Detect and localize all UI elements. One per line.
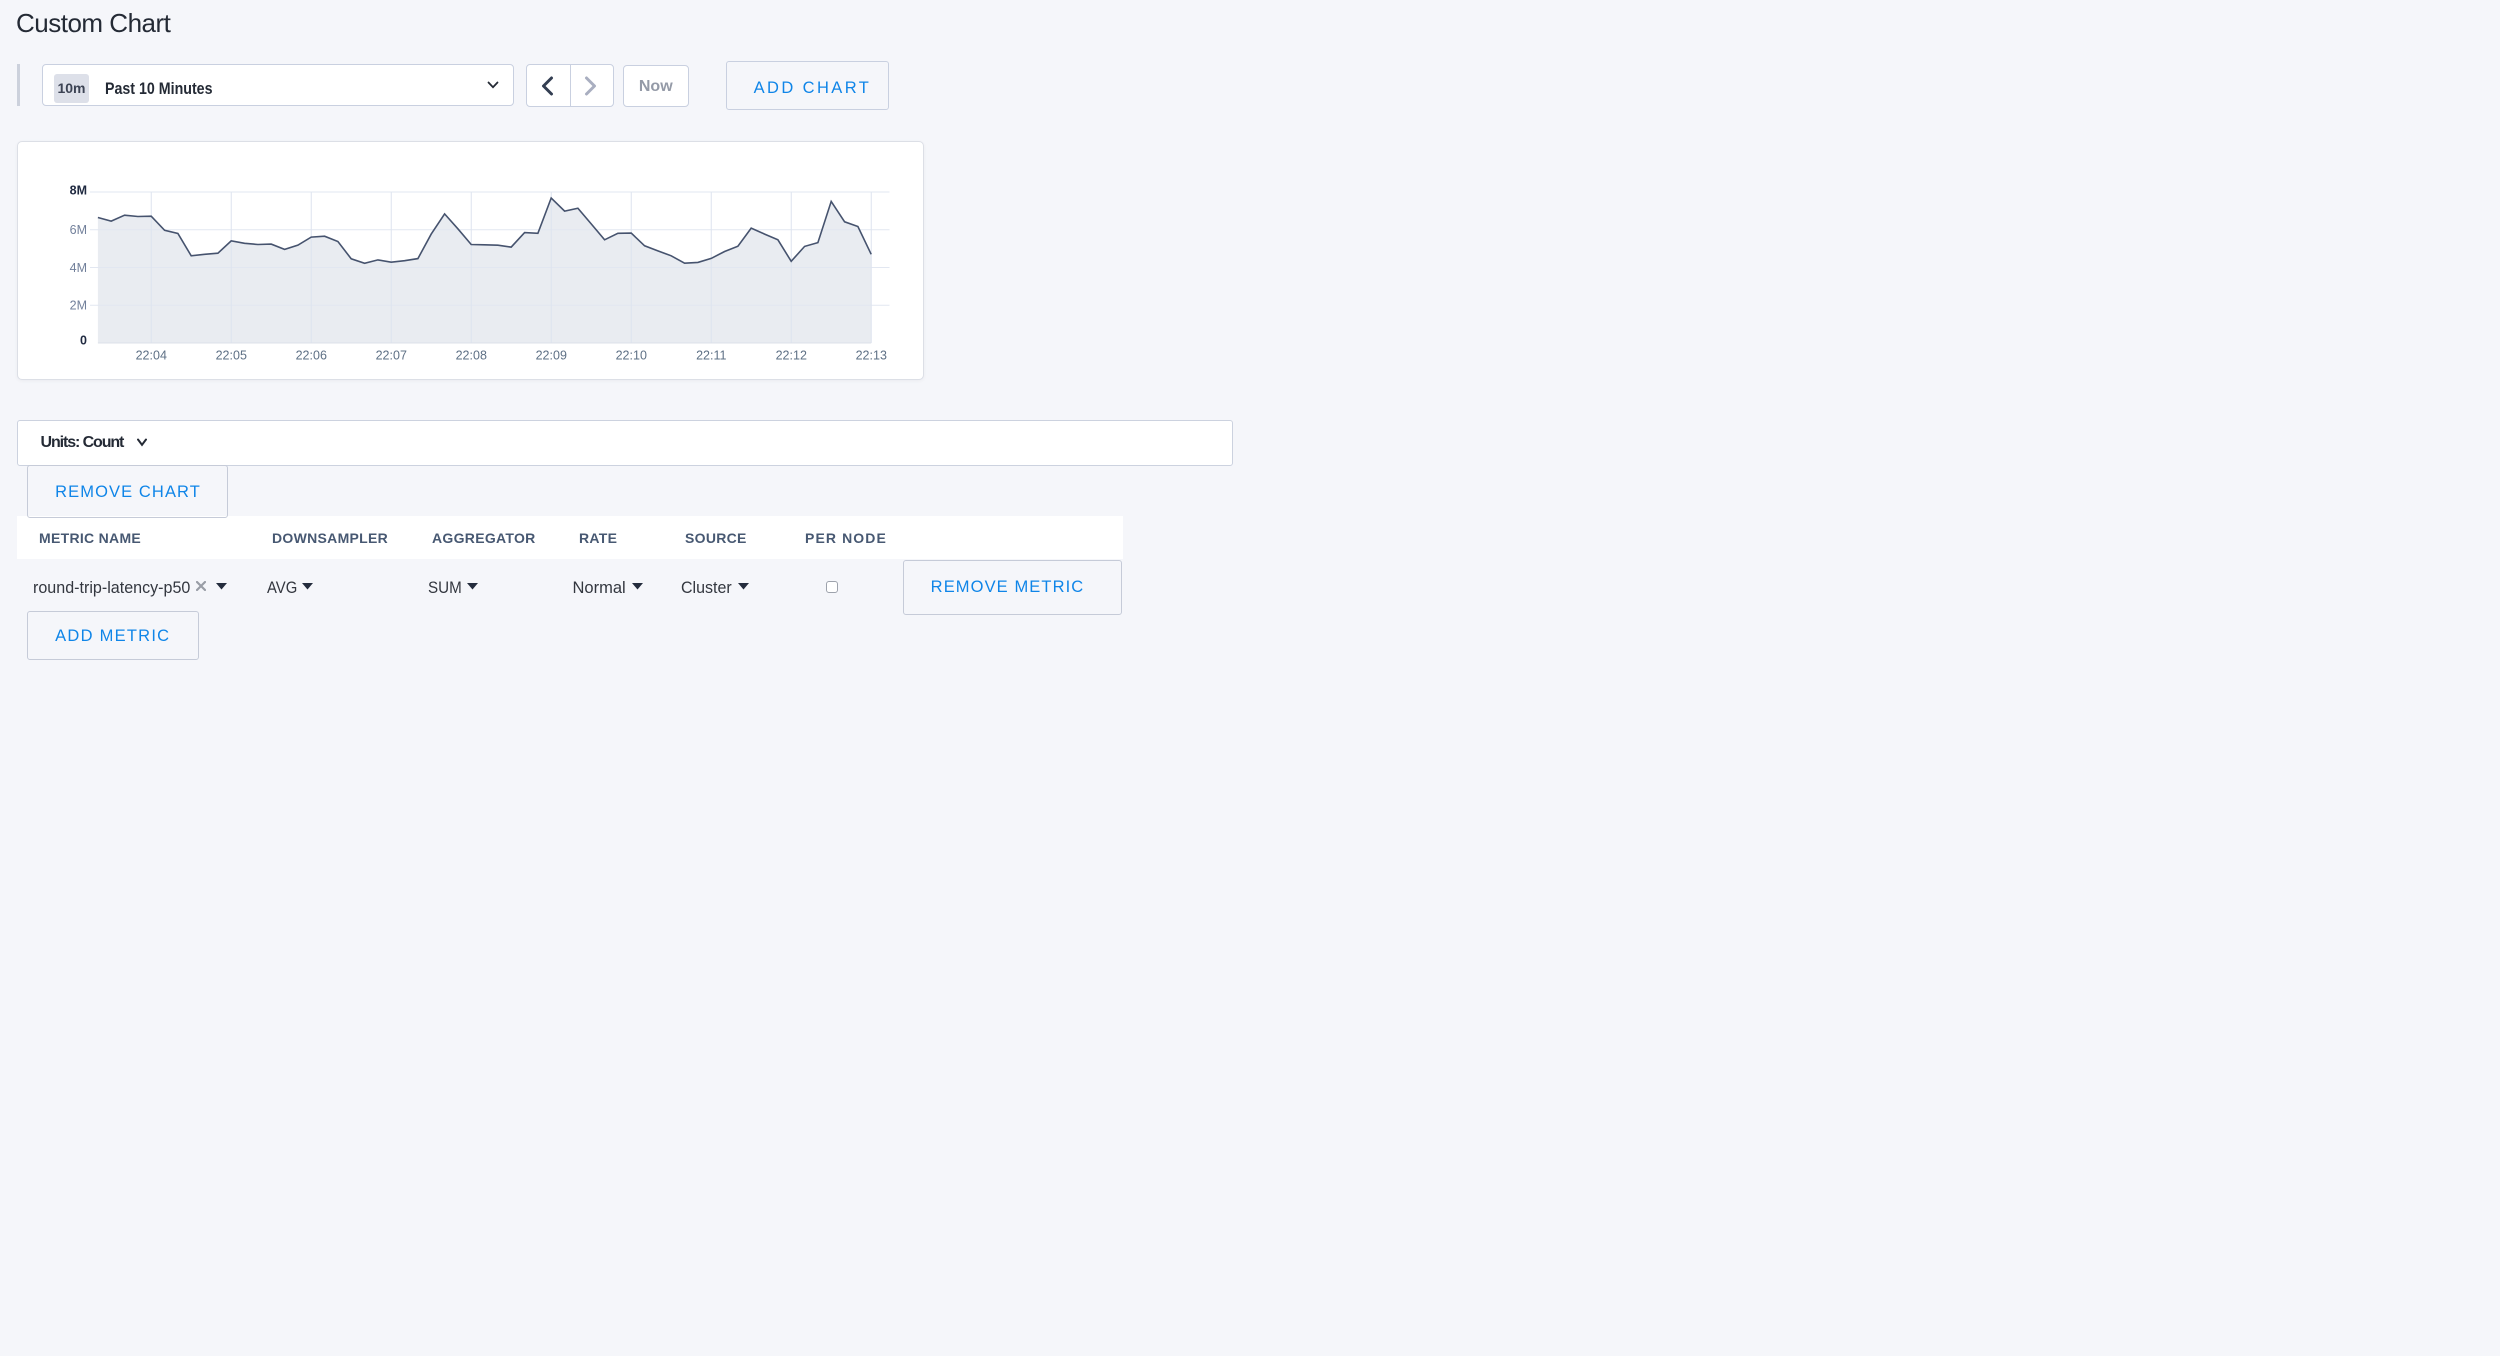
svg-text:22:12: 22:12 [775, 348, 806, 362]
svg-text:4M: 4M [69, 260, 86, 274]
svg-text:22:06: 22:06 [295, 348, 326, 362]
svg-text:2M: 2M [69, 298, 86, 312]
svg-text:22:11: 22:11 [696, 348, 726, 362]
svg-text:22:13: 22:13 [855, 348, 886, 362]
svg-text:22:09: 22:09 [535, 348, 566, 362]
svg-text:8M: 8M [69, 183, 86, 197]
svg-text:22:07: 22:07 [375, 348, 406, 362]
svg-text:0: 0 [80, 333, 87, 347]
svg-text:6M: 6M [69, 223, 86, 237]
svg-text:22:08: 22:08 [455, 348, 486, 362]
svg-text:22:10: 22:10 [615, 348, 646, 362]
svg-text:22:05: 22:05 [215, 348, 246, 362]
svg-text:22:04: 22:04 [135, 348, 166, 362]
